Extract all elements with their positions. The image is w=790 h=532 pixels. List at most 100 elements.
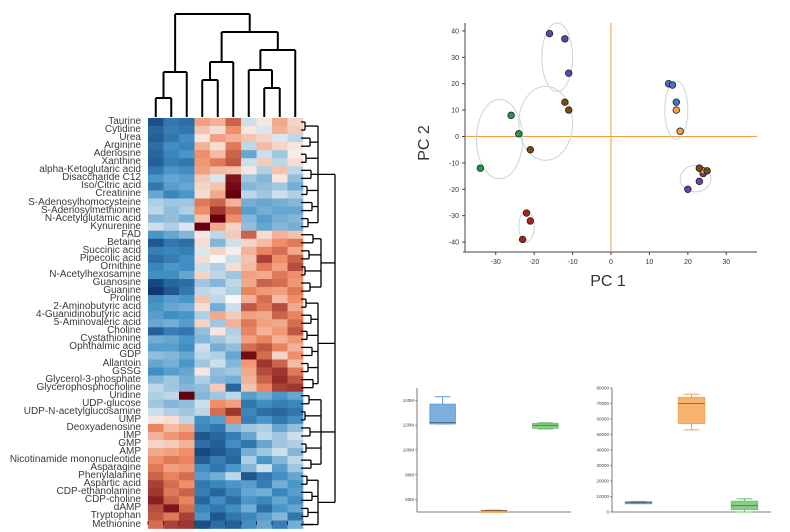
heatmap-cell: [272, 351, 288, 360]
heatmap-cell: [272, 448, 288, 457]
heatmap-chart: [147, 13, 336, 529]
heatmap-row-label: Urea: [119, 132, 141, 144]
pca-point-blue: [672, 98, 681, 106]
heatmap-cell: [194, 238, 211, 248]
heatmap-cell: [163, 512, 180, 521]
heatmap-cell: [148, 142, 164, 151]
heatmap-row-label: Arginine: [104, 140, 141, 152]
heatmap-cell: [179, 182, 195, 191]
heatmap-cell: [256, 343, 273, 352]
heatmap-cell: [210, 520, 226, 529]
heatmap-row-label: 5-Aminovaleric acid: [53, 317, 141, 329]
heatmap-cell: [163, 262, 180, 272]
heatmap-cell: [241, 327, 257, 336]
heatmap-row-label: Betaine: [107, 236, 141, 248]
heatmap-cell: [163, 174, 180, 183]
heatmap-cell: [256, 270, 273, 280]
heatmap-cell: [287, 222, 304, 231]
heatmap-cell: [256, 391, 273, 401]
heatmap-cell: [163, 214, 180, 223]
heatmap-cell: [272, 190, 288, 199]
heatmap-cell: [287, 166, 304, 175]
box-y-tick-label: 50000: [596, 432, 609, 437]
pca-x-tick-label: 20: [684, 259, 692, 266]
heatmap-cell: [272, 367, 288, 376]
heatmap-cell: [194, 158, 211, 167]
heatmap-cell: [256, 206, 273, 215]
heatmap-cell: [225, 472, 242, 481]
heatmap-cell: [225, 246, 242, 256]
heatmap-cell: [256, 158, 273, 167]
heatmap-cell: [272, 150, 288, 159]
heatmap-cell: [256, 287, 273, 296]
pca-point-brown: [561, 98, 569, 106]
pca-y-tick-label: -20: [449, 187, 459, 194]
heatmap-cell: [287, 134, 304, 143]
pca-point-brown: [565, 106, 573, 114]
heatmap-cell: [210, 399, 226, 409]
heatmap-cell: [256, 174, 273, 183]
heatmap-cell: [210, 214, 226, 223]
box-orange: [480, 509, 508, 513]
heatmap-cell: [225, 295, 242, 304]
heatmap-cell: [179, 423, 195, 433]
heatmap-cell: [179, 343, 195, 352]
heatmap-cell: [241, 134, 257, 143]
heatmap-cell: [287, 343, 304, 352]
heatmap-cell: [210, 351, 226, 360]
box-y-tick-label: 140M: [403, 398, 415, 403]
heatmap-cell: [210, 174, 226, 183]
heatmap-cell: [225, 287, 242, 296]
heatmap-cell: [287, 287, 304, 296]
heatmap-cell: [194, 134, 211, 143]
heatmap-cell: [256, 520, 273, 529]
heatmap-cell: [148, 118, 164, 127]
heatmap-cell: [179, 327, 195, 336]
heatmap-cell: [256, 214, 273, 223]
heatmap-cell: [287, 311, 304, 320]
heatmap-cell: [256, 423, 273, 433]
heatmap-cell: [163, 142, 180, 151]
heatmap-cell: [272, 375, 288, 384]
heatmap-row-label: Taurine: [108, 116, 141, 127]
heatmap-cell: [179, 375, 195, 384]
heatmap-cell: [272, 158, 288, 167]
heatmap-cell: [241, 150, 257, 159]
heatmap-cell: [194, 142, 211, 151]
heatmap-cell: [210, 456, 226, 465]
heatmap-cell: [287, 262, 304, 272]
heatmap-cell: [148, 198, 164, 207]
heatmap-cell: [241, 383, 257, 392]
heatmap-cell: [225, 407, 242, 417]
heatmap-cell: [256, 488, 273, 497]
heatmap-row-label: Adenosine: [93, 148, 141, 160]
heatmap-cell: [148, 254, 164, 264]
heatmap-cell: [241, 262, 257, 272]
box-orange: [677, 396, 706, 425]
heatmap-cell: [194, 327, 211, 336]
heatmap-cell: [225, 440, 242, 449]
heatmap-cell: [287, 214, 304, 223]
heatmap-cell: [272, 166, 288, 175]
heatmap-cell: [287, 415, 304, 425]
heatmap-cell: [194, 295, 211, 304]
heatmap-cell: [287, 383, 304, 392]
heatmap-cell: [272, 359, 288, 368]
heatmap-cell: [179, 287, 195, 296]
heatmap-cell: [148, 431, 164, 441]
pca-point-orange: [676, 127, 684, 135]
heatmap-cell: [287, 190, 304, 199]
heatmap-cell: [194, 399, 211, 409]
heatmap-cell: [241, 295, 257, 304]
pca-y-tick-label: 10: [451, 108, 459, 115]
heatmap-cell: [287, 158, 304, 167]
heatmap-cell: [287, 327, 304, 336]
heatmap-cell: [210, 198, 226, 207]
heatmap-cell: [287, 472, 304, 481]
heatmap-row-label: GSSG: [112, 365, 141, 377]
heatmap-cell: [272, 206, 288, 215]
heatmap-cell: [210, 391, 226, 401]
heatmap-row-label: Iso/Citric acid: [80, 180, 141, 192]
heatmap-cell: [287, 480, 304, 489]
heatmap-row-label: UDP-N-acetylglucosamine: [23, 405, 141, 417]
